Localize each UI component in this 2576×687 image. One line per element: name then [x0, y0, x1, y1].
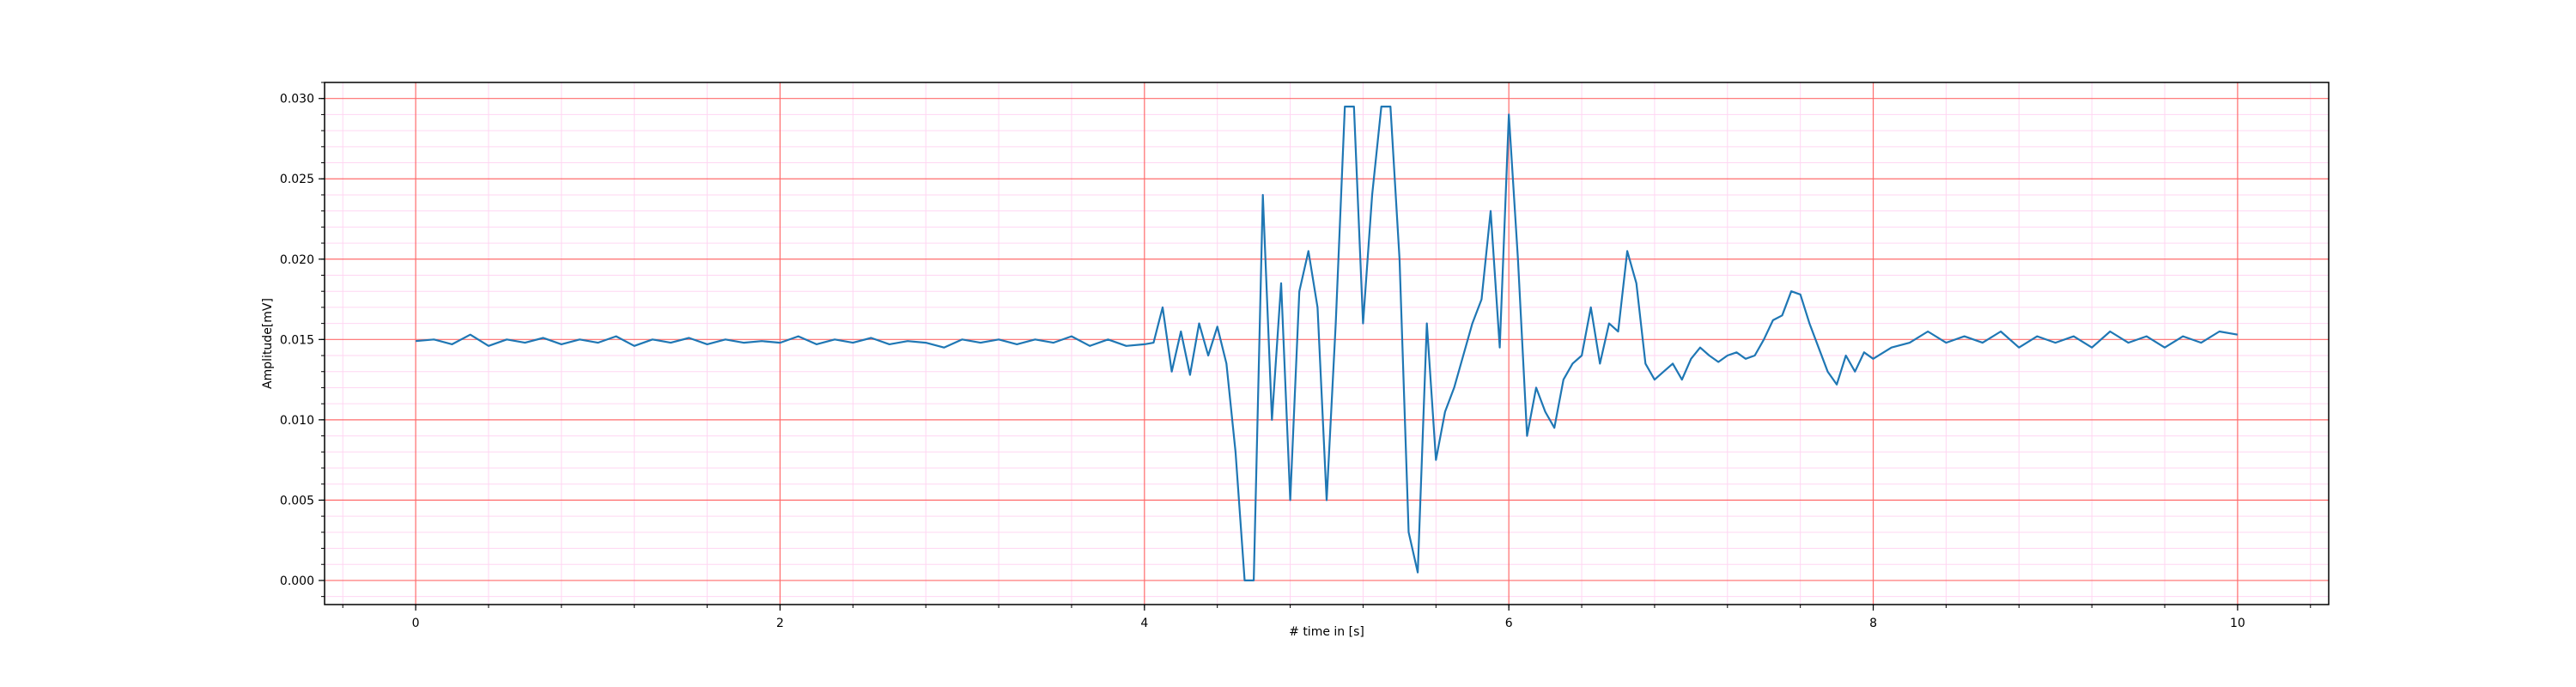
y-tick-label: 0.015	[280, 333, 314, 347]
x-tick-label: 10	[2230, 617, 2245, 630]
x-tick-label: 6	[1505, 617, 1513, 630]
y-axis-ticks: 0.000 0.005 0.010 0.015 0.020 0.025 0.030	[280, 82, 325, 598]
y-tick-label: 0.000	[280, 575, 314, 588]
x-tick-label: 2	[776, 617, 784, 630]
x-axis-label: # time in [s]	[1289, 625, 1364, 639]
x-tick-label: 4	[1140, 617, 1148, 630]
x-tick-label: 0	[412, 617, 420, 630]
y-axis-label: Amplitude[mV]	[261, 298, 275, 389]
y-tick-label: 0.025	[280, 173, 314, 186]
series-layer	[416, 105, 2239, 582]
series-line	[416, 105, 2239, 582]
y-tick-label: 0.010	[280, 414, 314, 428]
major-grid	[325, 82, 2329, 605]
y-tick-label: 0.030	[280, 93, 314, 106]
plot-frame	[324, 82, 2330, 605]
y-tick-label: 0.020	[280, 253, 314, 267]
minor-grid	[325, 82, 2329, 605]
y-tick-label: 0.005	[280, 494, 314, 508]
x-axis-ticks: 0 2 4 6 8 10	[342, 605, 2312, 630]
x-tick-label: 8	[1869, 617, 1877, 630]
